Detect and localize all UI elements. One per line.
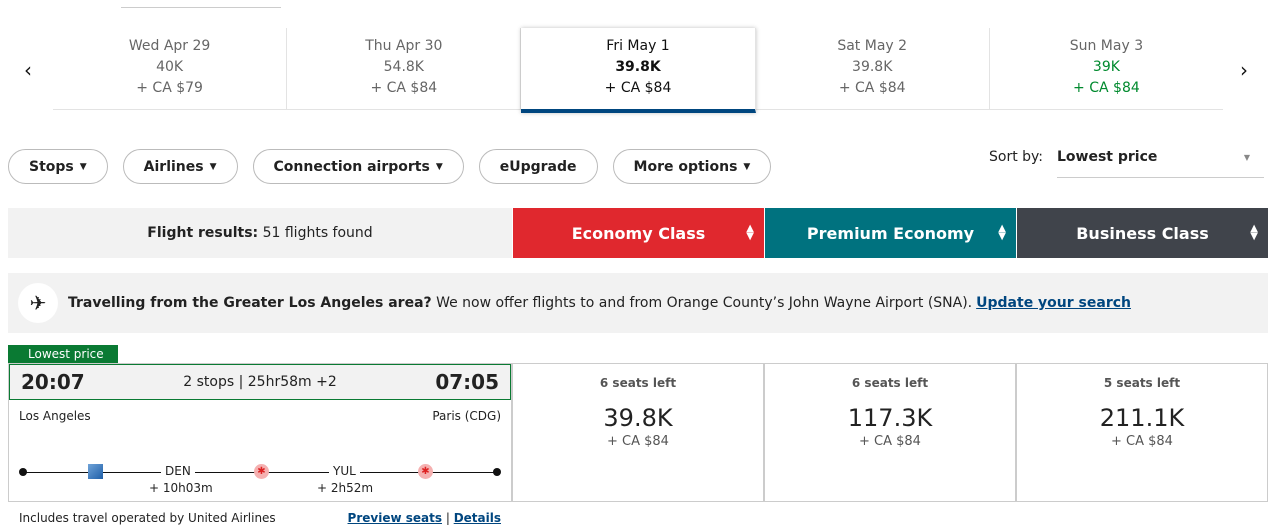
fare-tax: + CA $84 (607, 434, 669, 449)
departure-time: 20:07 (21, 370, 85, 394)
fare-tax: + CA $84 (859, 434, 921, 449)
results-count-text: 51 flights found (262, 225, 373, 241)
info-banner: ✈ Travelling from the Greater Los Angele… (8, 273, 1268, 333)
date-tax: + CA $79 (136, 80, 203, 96)
results-count: Flight results: 51 flights found (8, 208, 512, 258)
caret-down-icon: ▼ (79, 161, 87, 172)
date-selector: Wed Apr 29 40K + CA $79 Thu Apr 30 54.8K + C… (53, 28, 1223, 113)
sort-arrows-icon: ▲ ▼ (998, 223, 1006, 242)
caret-down-icon: ▼ (743, 161, 751, 172)
cabin-label: Economy Class (571, 223, 706, 243)
date-label: Fri May 1 (606, 38, 670, 54)
banner-heading: Travelling from the Greater Los Angeles … (68, 295, 432, 311)
fare-points: 211.1K (1099, 404, 1185, 432)
seats-left: 6 seats left (851, 376, 929, 390)
lowest-price-badge: Lowest price (8, 345, 118, 363)
sort-value: Lowest price (1057, 149, 1158, 165)
link-separator: | (445, 511, 450, 525)
filter-bar: Stops ▼ Airlines ▼ Connection airports ▼ eU… (8, 149, 772, 184)
date-points: 39.8K (615, 59, 661, 75)
date-points: 54.8K (383, 59, 424, 75)
caret-down-icon: ▼ (435, 161, 443, 172)
update-search-link[interactable]: Update your search (976, 295, 1131, 311)
caret-down-icon: ▼ (209, 161, 217, 172)
destination-dot (493, 468, 501, 476)
more-options-button[interactable]: More options ▼ (612, 149, 772, 184)
origin-dot (19, 468, 27, 476)
results-label: Flight results: (147, 225, 259, 241)
flight-summary: 2 stops | 25hr58m +2 (183, 374, 337, 390)
cabin-label: Business Class (1076, 223, 1209, 243)
sort-arrows-icon: ▲ ▼ (1250, 223, 1258, 242)
date-label: Wed Apr 29 (128, 38, 211, 54)
fare-points: 117.3K (847, 404, 933, 432)
premium-economy-fare-cell[interactable]: 6 seats left 117.3K + CA $84 (764, 363, 1016, 502)
date-option[interactable]: Sun May 3 39K + CA $84 (990, 28, 1223, 109)
date-points: 39K (1092, 59, 1120, 75)
seats-left: 6 seats left (599, 376, 677, 390)
sort-arrows-icon: ▲ ▼ (746, 223, 754, 242)
stops-filter-button[interactable]: Stops ▼ (8, 149, 108, 184)
date-points: 39.8K (852, 59, 893, 75)
banner-text: We now offer flights to and from Orange … (436, 295, 973, 311)
origin-city: Los Angeles (19, 409, 91, 423)
stop-code: YUL (329, 464, 360, 478)
date-option[interactable]: Thu Apr 30 54.8K + CA $84 (287, 28, 522, 109)
sort-select[interactable]: Lowest price ▼ (1057, 146, 1264, 178)
layover-time: + 10h03m (149, 481, 213, 495)
date-label: Sun May 3 (1069, 38, 1144, 54)
air-canada-logo-icon: ✱ (254, 464, 269, 479)
layover-time: + 2h52m (317, 481, 374, 495)
details-link[interactable]: Details (453, 511, 501, 525)
date-option[interactable]: Wed Apr 29 40K + CA $79 (53, 28, 288, 109)
arrival-time: 07:05 (435, 370, 499, 394)
seats-left: 5 seats left (1103, 376, 1181, 390)
filter-label: Stops (29, 158, 74, 175)
business-fare-cell[interactable]: 5 seats left 211.1K + CA $84 (1016, 363, 1268, 502)
economy-class-sort[interactable]: Economy Class ▲ ▼ (512, 208, 764, 258)
filter-label: eUpgrade (499, 158, 577, 175)
prev-dates-arrow-icon[interactable]: ‹ (24, 58, 32, 82)
results-header: Flight results: 51 flights found Economy… (8, 208, 1268, 258)
filter-label: More options (633, 158, 738, 175)
business-class-sort[interactable]: Business Class ▲ ▼ (1016, 208, 1268, 258)
date-option-selected[interactable]: Fri May 1 39.8K + CA $84 (521, 28, 756, 113)
stop-code: DEN (161, 464, 195, 478)
airlines-filter-button[interactable]: Airlines ▼ (122, 149, 238, 184)
date-points: 40K (156, 59, 184, 75)
next-dates-arrow-icon[interactable]: › (1240, 58, 1248, 82)
date-tax: + CA $84 (1073, 80, 1140, 96)
eupgrade-filter-button[interactable]: eUpgrade (478, 149, 598, 184)
divider (121, 7, 281, 8)
airplane-icon: ✈ (18, 283, 58, 323)
economy-fare-cell[interactable]: 6 seats left 39.8K + CA $84 (512, 363, 764, 502)
date-tax: + CA $84 (370, 80, 438, 96)
preview-seats-link[interactable]: Preview seats (347, 511, 442, 525)
filter-label: Connection airports (273, 158, 430, 175)
premium-economy-sort[interactable]: Premium Economy ▲ ▼ (764, 208, 1016, 258)
date-tax: + CA $84 (604, 80, 672, 96)
destination-city: Paris (CDG) (432, 409, 501, 423)
date-label: Sat May 2 (837, 38, 908, 54)
sort-label: Sort by: (989, 149, 1044, 165)
date-option[interactable]: Sat May 2 39.8K + CA $84 (756, 28, 990, 109)
air-canada-logo-icon: ✱ (418, 464, 433, 479)
operated-by-note: Includes travel operated by United Airli… (19, 511, 276, 525)
cabin-label: Premium Economy (806, 223, 975, 243)
fare-tax: + CA $84 (1111, 434, 1173, 449)
flight-card[interactable]: 20:07 2 stops | 25hr58m +2 07:05 Los Angel… (8, 363, 512, 525)
connection-airports-filter-button[interactable]: Connection airports ▼ (252, 149, 464, 184)
caret-down-icon: ▼ (1243, 153, 1250, 162)
united-airlines-logo-icon (88, 464, 103, 479)
date-tax: + CA $84 (838, 80, 906, 96)
fare-points: 39.8K (603, 404, 673, 432)
date-label: Thu Apr 30 (365, 38, 443, 54)
filter-label: Airlines (143, 158, 204, 175)
